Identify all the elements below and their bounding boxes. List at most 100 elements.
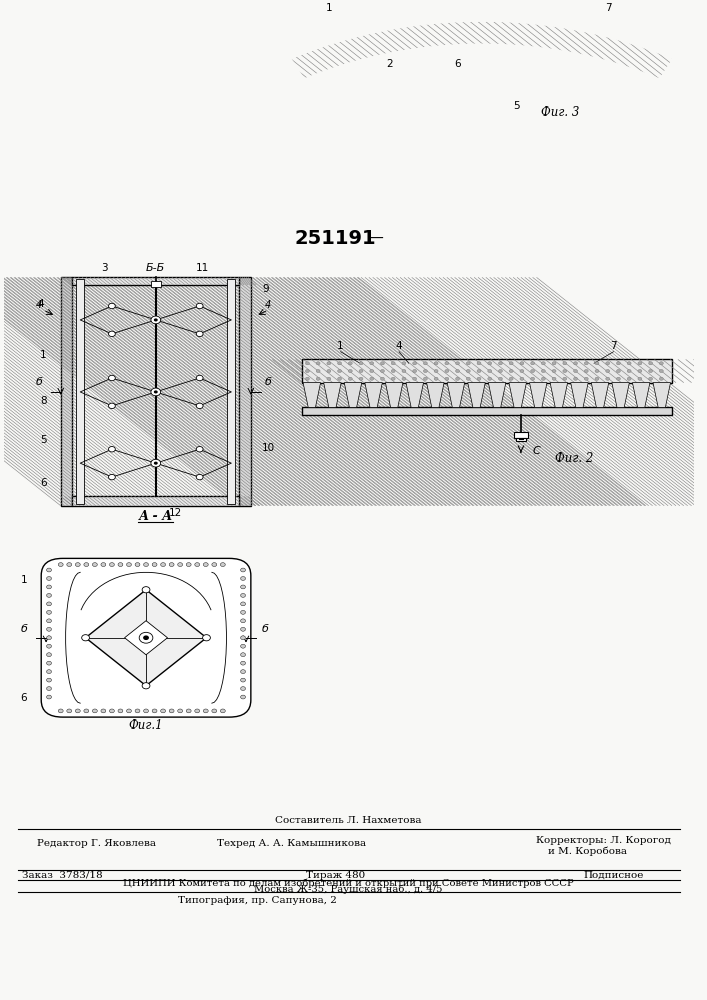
Circle shape	[151, 316, 160, 324]
Text: б: б	[262, 624, 269, 634]
Circle shape	[47, 568, 52, 572]
Polygon shape	[124, 621, 168, 655]
Circle shape	[380, 369, 385, 373]
Circle shape	[316, 369, 320, 373]
Circle shape	[542, 369, 545, 373]
Circle shape	[638, 369, 642, 373]
Circle shape	[197, 447, 203, 452]
Circle shape	[627, 362, 631, 365]
Circle shape	[542, 362, 545, 365]
Circle shape	[110, 709, 115, 713]
Text: Фиг.1: Фиг.1	[129, 719, 163, 732]
Circle shape	[445, 369, 449, 373]
Circle shape	[240, 670, 245, 674]
Circle shape	[58, 709, 63, 713]
Text: Б-Б: Б-Б	[146, 263, 165, 273]
Circle shape	[93, 709, 98, 713]
Circle shape	[349, 369, 352, 373]
Circle shape	[606, 377, 609, 380]
Circle shape	[58, 563, 63, 567]
Circle shape	[152, 563, 157, 567]
Circle shape	[648, 362, 653, 365]
Circle shape	[240, 644, 245, 648]
Circle shape	[240, 602, 245, 606]
Polygon shape	[489, 383, 506, 407]
Circle shape	[563, 369, 567, 373]
Circle shape	[595, 369, 599, 373]
Circle shape	[101, 563, 106, 567]
Circle shape	[67, 709, 71, 713]
Bar	[516, 438, 526, 441]
Text: Москва Ж-35, Раушская наб., д. 4/5: Москва Ж-35, Раушская наб., д. 4/5	[254, 884, 443, 894]
Circle shape	[467, 369, 470, 373]
Circle shape	[327, 362, 331, 365]
Circle shape	[307, 67, 310, 69]
Circle shape	[127, 563, 132, 567]
Circle shape	[240, 627, 245, 631]
Polygon shape	[550, 383, 568, 407]
Circle shape	[423, 362, 427, 365]
Circle shape	[142, 587, 150, 593]
Circle shape	[520, 362, 524, 365]
Circle shape	[552, 369, 556, 373]
Circle shape	[445, 377, 449, 380]
Circle shape	[320, 53, 324, 56]
Circle shape	[108, 447, 115, 452]
Circle shape	[573, 369, 578, 373]
Circle shape	[316, 362, 320, 365]
Circle shape	[552, 377, 556, 380]
Polygon shape	[303, 383, 320, 407]
Circle shape	[434, 377, 438, 380]
Circle shape	[488, 362, 491, 365]
Circle shape	[370, 369, 374, 373]
Circle shape	[511, 35, 515, 38]
Polygon shape	[590, 56, 608, 80]
Circle shape	[47, 695, 52, 699]
Polygon shape	[426, 383, 444, 407]
Text: Подписное: Подписное	[583, 871, 644, 880]
Text: 7: 7	[605, 3, 612, 13]
Circle shape	[342, 54, 346, 57]
Circle shape	[520, 377, 524, 380]
Circle shape	[584, 377, 588, 380]
Circle shape	[359, 369, 363, 373]
Polygon shape	[387, 50, 405, 74]
Circle shape	[186, 563, 191, 567]
Circle shape	[47, 577, 52, 580]
Circle shape	[395, 34, 399, 37]
Text: 4: 4	[38, 299, 45, 309]
Circle shape	[648, 369, 653, 373]
Text: 1: 1	[40, 350, 47, 360]
Circle shape	[488, 377, 491, 380]
Circle shape	[542, 377, 545, 380]
Polygon shape	[317, 67, 337, 91]
Circle shape	[316, 377, 320, 380]
Circle shape	[93, 563, 98, 567]
Circle shape	[378, 45, 382, 48]
Circle shape	[84, 709, 89, 713]
Polygon shape	[369, 53, 387, 77]
Circle shape	[467, 377, 470, 380]
Circle shape	[493, 27, 496, 30]
Polygon shape	[405, 47, 423, 71]
Circle shape	[445, 362, 449, 365]
Bar	[61, 277, 72, 506]
Circle shape	[177, 563, 182, 567]
Polygon shape	[498, 44, 517, 67]
Circle shape	[638, 377, 642, 380]
Circle shape	[240, 619, 245, 623]
Polygon shape	[423, 45, 443, 69]
Bar	[490, 99, 503, 104]
Bar	[491, 104, 501, 108]
Circle shape	[47, 644, 52, 648]
Bar	[239, 277, 251, 506]
Circle shape	[47, 687, 52, 690]
Bar	[228, 279, 235, 504]
Text: Техред А. А. Камышникова: Техред А. А. Камышникова	[217, 839, 366, 848]
Polygon shape	[351, 57, 370, 81]
Circle shape	[108, 303, 115, 309]
Text: 1: 1	[21, 575, 27, 585]
Circle shape	[221, 709, 226, 713]
Circle shape	[338, 377, 341, 380]
Circle shape	[144, 709, 148, 713]
